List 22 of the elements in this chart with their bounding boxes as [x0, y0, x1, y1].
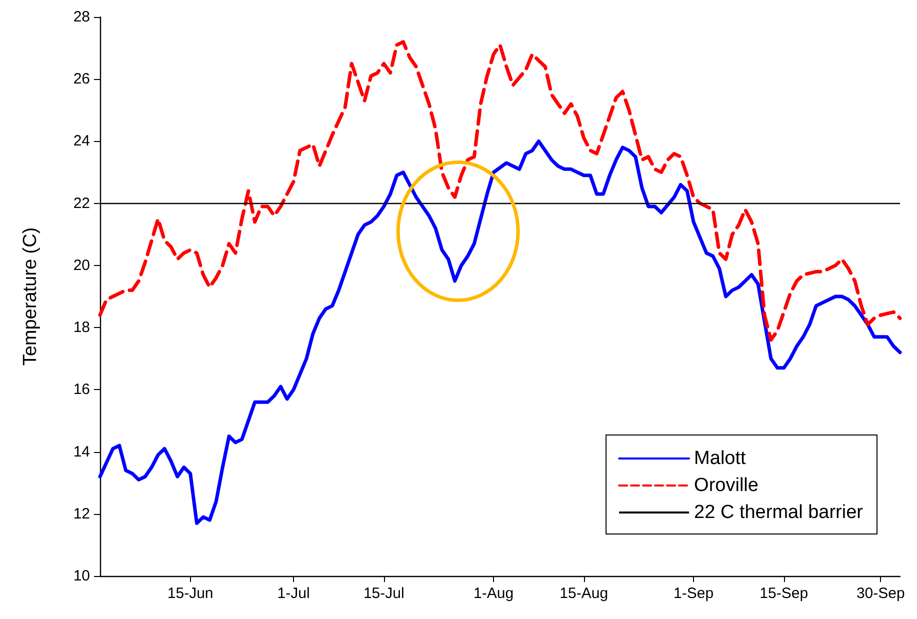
x-tick-label: 15-Sep	[760, 585, 808, 602]
y-tick-label: 12	[73, 505, 90, 522]
y-tick-label: 28	[73, 8, 90, 26]
x-tick-label: 15-Jun	[167, 585, 214, 602]
x-tick-label: 1-Sep	[674, 585, 714, 602]
x-tick-label: 15-Jul	[363, 585, 404, 602]
y-tick-label: 24	[73, 132, 90, 150]
x-tick-label: 1-Jul	[277, 585, 310, 602]
x-tick-label: 1-Aug	[474, 585, 514, 602]
y-tick-label: 22	[73, 194, 90, 212]
x-tick-label: 15-Aug	[560, 585, 608, 602]
y-tick-label: 26	[73, 70, 90, 88]
y-tick-label: 16	[73, 381, 90, 398]
legend-label: Malott	[694, 448, 747, 469]
y-axis-title: Temperature (C)	[20, 227, 41, 366]
y-tick-label: 10	[73, 568, 90, 584]
x-tick-label: 30-Sep	[856, 585, 905, 602]
y-tick-label: 14	[73, 443, 90, 460]
y-tick-label: 20	[73, 256, 90, 274]
legend-label: 22 C thermal barrier	[694, 502, 864, 523]
y-tick-label: 18	[73, 319, 90, 336]
legend-label: Oroville	[694, 475, 758, 496]
